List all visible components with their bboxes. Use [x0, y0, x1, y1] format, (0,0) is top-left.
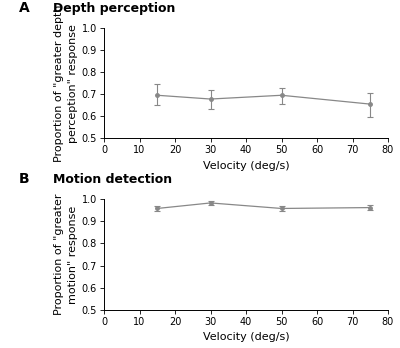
X-axis label: Velocity (deg/s): Velocity (deg/s) [203, 161, 289, 171]
Y-axis label: Proportion of "greater
motion" response: Proportion of "greater motion" response [54, 194, 78, 315]
Text: B: B [19, 172, 30, 186]
Y-axis label: Proportion of "greater depth
perception" response: Proportion of "greater depth perception"… [54, 5, 78, 162]
Text: Motion detection: Motion detection [53, 173, 172, 186]
X-axis label: Velocity (deg/s): Velocity (deg/s) [203, 332, 289, 342]
Text: A: A [19, 1, 30, 15]
Text: Depth perception: Depth perception [53, 2, 175, 15]
